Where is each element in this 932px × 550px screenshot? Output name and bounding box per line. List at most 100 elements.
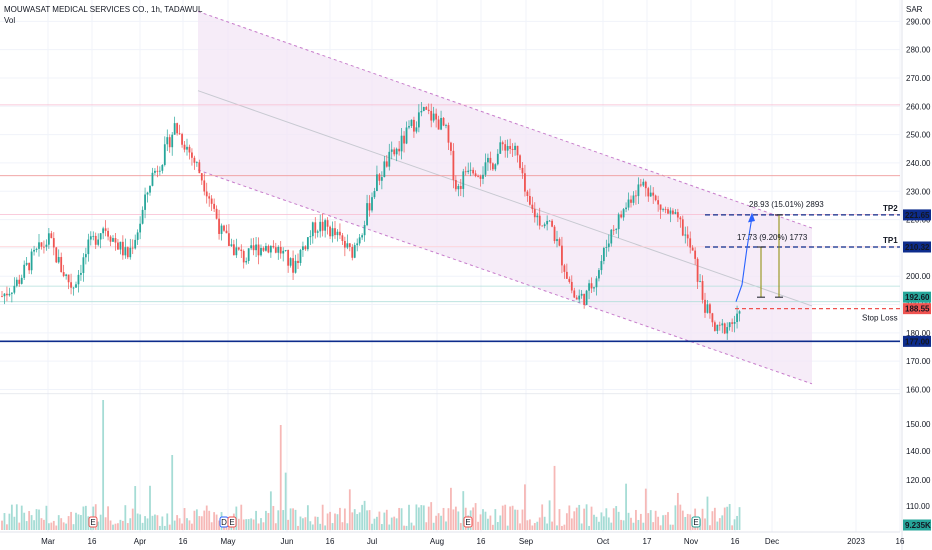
candle-body: [47, 233, 50, 245]
volume-bar: [240, 504, 243, 530]
candle-body: [38, 242, 40, 249]
volume-bar: [28, 511, 31, 530]
candle-body: [627, 199, 630, 208]
candle-body: [126, 247, 129, 258]
candle-body: [684, 234, 687, 236]
volume-bar: [403, 525, 405, 530]
volume-bar: [40, 518, 43, 530]
volume-bar: [23, 512, 26, 530]
candle-body: [15, 279, 18, 286]
candle-body: [154, 170, 156, 173]
volume-bar: [733, 519, 736, 530]
volume-bar: [533, 523, 536, 530]
price-tick-label: 260.00: [906, 102, 931, 111]
candle-body: [726, 327, 729, 334]
volume-bar: [334, 513, 336, 530]
candle-body: [672, 210, 674, 214]
volume-bar: [245, 519, 248, 530]
volume-bar: [265, 510, 267, 530]
volume-bar: [504, 504, 507, 530]
volume-bar: [331, 523, 334, 530]
price-tick-label: 230.00: [906, 187, 931, 196]
volume-bar: [672, 524, 674, 530]
candle-body: [129, 247, 132, 258]
candle-body: [452, 150, 455, 180]
candle-body: [228, 233, 230, 246]
volume-bar: [398, 507, 401, 530]
candle-body: [104, 228, 107, 231]
volume-bar: [654, 510, 657, 530]
volume-bar: [52, 520, 55, 530]
candle-body: [585, 290, 588, 305]
candle-body: [487, 157, 489, 163]
time-tick-label: Mar: [41, 537, 55, 546]
volume-bar: [255, 510, 257, 530]
candle-body: [188, 146, 191, 153]
candle-body: [257, 244, 260, 256]
volume-bar: [600, 512, 603, 530]
volume-bar: [721, 515, 724, 530]
candle-body: [119, 241, 122, 250]
volume-bar: [77, 514, 80, 530]
volume-bar: [156, 515, 159, 530]
volume-bar: [617, 511, 620, 530]
volume-bar: [198, 516, 201, 530]
volume-bar: [462, 491, 465, 530]
volume-bar: [568, 505, 571, 530]
volume-bar: [430, 502, 433, 530]
candle-body: [538, 215, 541, 226]
volume-bar: [72, 524, 75, 530]
candle-body: [223, 225, 225, 231]
candle-body: [659, 204, 662, 210]
candle-body: [6, 293, 8, 296]
candle-body: [551, 220, 553, 227]
candle-body: [570, 281, 573, 291]
candle-body: [210, 198, 213, 204]
candle-body: [400, 135, 403, 152]
candle-body: [274, 247, 277, 253]
candle-body: [269, 245, 272, 253]
price-badge: [903, 241, 931, 253]
volume-bar: [82, 506, 85, 530]
volume-bar: [191, 523, 193, 530]
volume-bar: [70, 511, 72, 530]
volume-bar: [6, 524, 8, 530]
candle-body: [410, 119, 413, 127]
candle-body: [181, 134, 183, 145]
candle-body: [314, 222, 317, 233]
candle-body: [294, 260, 297, 273]
price-tick-label: 270.00: [906, 74, 931, 83]
volume-bar: [408, 504, 410, 530]
volume-bar: [563, 524, 566, 530]
volume-bar: [339, 507, 341, 530]
candle-body: [20, 277, 23, 284]
volume-bar: [716, 521, 719, 530]
time-tick-label: Nov: [684, 537, 698, 546]
volume-bar: [366, 510, 368, 530]
candle-body: [728, 322, 731, 328]
volume-bar: [257, 523, 260, 530]
candle-body: [331, 228, 334, 237]
volume-bar: [447, 508, 450, 530]
candle-body: [166, 137, 169, 145]
volume-bar: [393, 516, 396, 530]
candle-body: [501, 142, 504, 145]
candle-body: [348, 243, 351, 247]
volume-bar: [269, 491, 272, 530]
volume-bar: [112, 524, 114, 530]
volume-bar: [297, 525, 299, 530]
candle-body: [736, 313, 738, 323]
volume-bar: [445, 521, 447, 530]
time-tick-label: 16: [896, 537, 905, 546]
candle-body: [297, 260, 299, 263]
volume-bar: [139, 514, 142, 530]
volume-bar: [136, 513, 139, 530]
candle-body: [413, 119, 415, 132]
candle-body: [662, 209, 664, 210]
volume-bar: [590, 506, 593, 530]
tp1-label: TP1: [883, 236, 898, 245]
candle-body: [97, 239, 100, 245]
candle-body: [590, 283, 593, 289]
candle-body: [112, 238, 114, 242]
